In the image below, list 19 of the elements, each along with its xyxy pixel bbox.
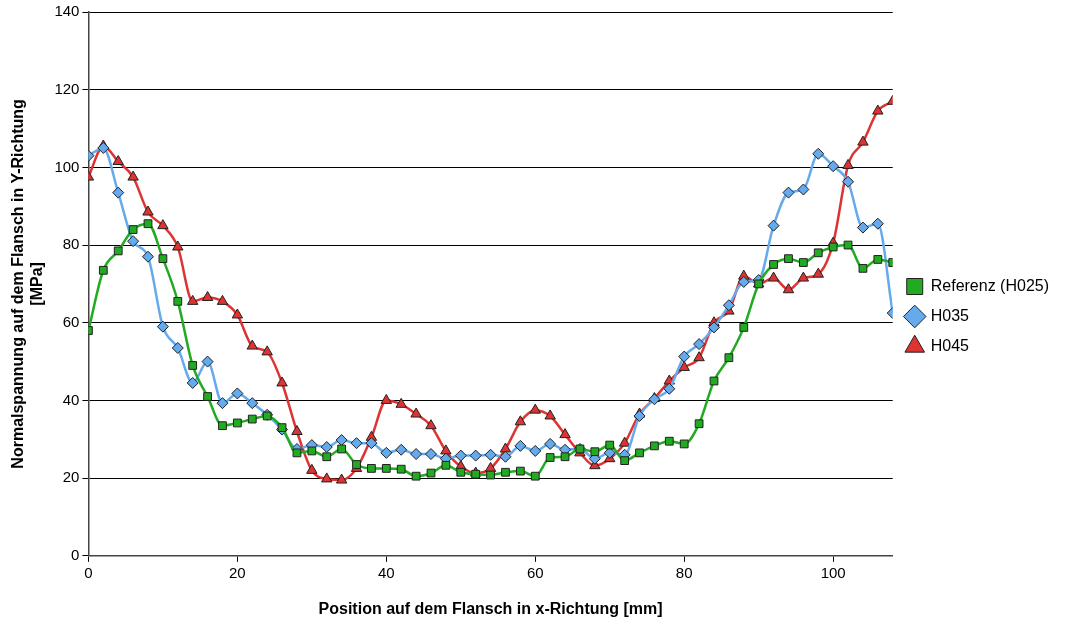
y-tick-label: 60: [62, 312, 80, 330]
y-tick-label: 40: [62, 390, 80, 408]
x-tick-label: 40: [377, 563, 395, 581]
y-tick-label: 120: [54, 79, 80, 97]
x-tick-label: 80: [675, 563, 693, 581]
y-axis-title: Normalspannung auf dem Flansch in Y-Richtung [MPa]: [9, 99, 46, 469]
y-tick-label: 100: [54, 157, 80, 175]
y-tick-label: 140: [54, 2, 80, 20]
legend-label: H035: [930, 306, 970, 324]
x-tick-label: 60: [526, 563, 544, 581]
y-tick-label: 0: [71, 545, 80, 563]
y-tick-label: 80: [62, 235, 80, 253]
x-axis-title: Position auf dem Flansch in x-Richtung [mm]: [318, 599, 663, 617]
legend-label: Referenz (H025): [930, 276, 1050, 294]
x-tick-label: 20: [229, 563, 246, 581]
legend-label: H045: [930, 336, 970, 354]
x-tick-label: 0: [84, 563, 93, 581]
y-tick-label: 20: [62, 468, 80, 486]
x-tick-label: 100: [820, 563, 846, 581]
